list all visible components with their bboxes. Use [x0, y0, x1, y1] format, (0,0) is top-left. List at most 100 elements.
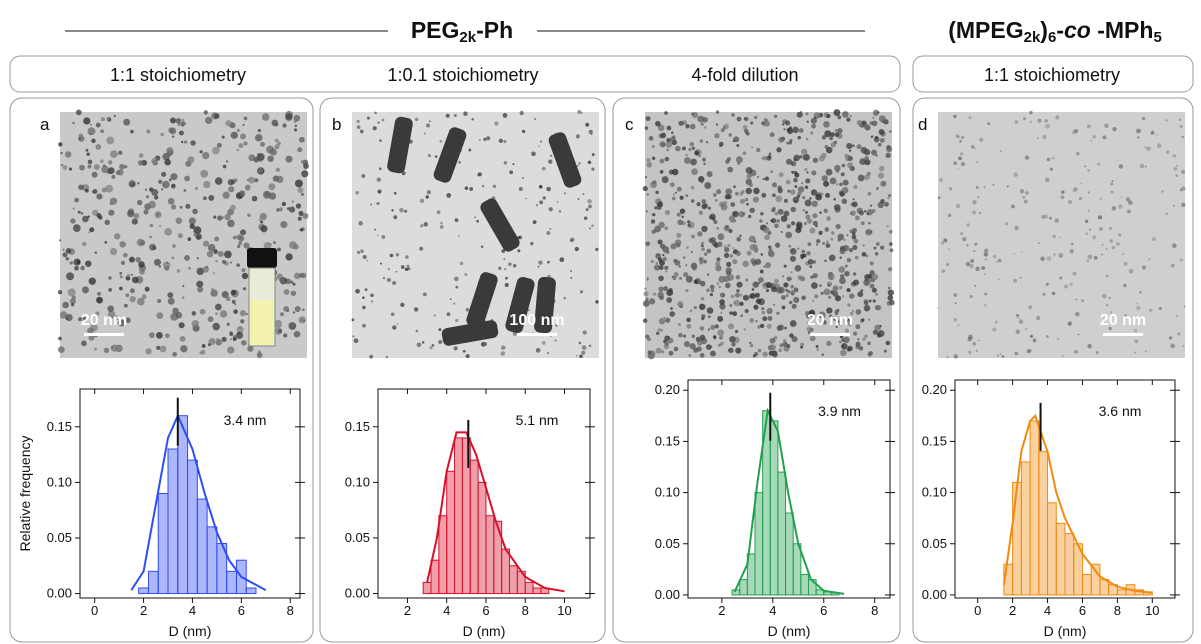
tem-speck: [130, 273, 134, 277]
tem-speck: [581, 345, 587, 350]
tem-speck: [1099, 227, 1103, 231]
tem-speck: [664, 111, 668, 115]
x-axis-label: D (nm): [169, 623, 212, 639]
tem-speck: [972, 200, 977, 205]
tem-speck: [239, 190, 246, 197]
tem-speck: [793, 157, 797, 162]
tem-speck: [662, 253, 665, 257]
tem-speck: [867, 341, 871, 346]
tem-speck: [757, 348, 762, 353]
x-tick-label: 8: [1114, 603, 1121, 618]
tem-speck: [652, 213, 656, 217]
tem-speck: [591, 167, 595, 171]
tem-speck: [1060, 195, 1065, 200]
tem-speck: [754, 292, 760, 298]
tem-speck: [839, 277, 846, 285]
tem-speck: [1042, 292, 1046, 296]
tem-speck: [733, 185, 736, 189]
tem-speck: [149, 332, 155, 339]
tem-speck: [825, 168, 833, 176]
tem-speck: [187, 237, 192, 241]
tem-speck: [128, 256, 135, 263]
tem-speck: [712, 335, 717, 339]
tem-speck: [777, 208, 784, 215]
tem-speck: [110, 150, 118, 158]
tem-speck: [841, 343, 848, 350]
tem-speck: [983, 186, 986, 189]
tem-speck: [699, 139, 704, 143]
tem-speck: [352, 335, 355, 338]
tem-speck: [675, 145, 681, 152]
tem-speck: [717, 233, 725, 241]
tem-speck: [832, 290, 839, 297]
tem-speck: [752, 354, 756, 358]
tem-speck: [657, 124, 665, 132]
tem-speck: [953, 161, 957, 166]
tem-speck: [539, 140, 543, 143]
tem-speck: [258, 218, 261, 221]
tem-speck: [847, 321, 853, 327]
tem-speck: [973, 250, 976, 253]
tem-speck: [229, 332, 234, 337]
tem-speck: [749, 343, 754, 348]
tem-speck: [359, 129, 364, 134]
tem-speck: [873, 246, 877, 250]
tem-speck: [852, 227, 857, 233]
plot-frame: [377, 388, 591, 599]
tem-speck: [294, 128, 298, 132]
tem-speck: [1026, 349, 1031, 354]
vial-liquid: [250, 300, 274, 345]
tem-speck: [885, 340, 891, 346]
tem-speck: [1111, 179, 1114, 183]
histogram-bar: [138, 587, 149, 595]
tem-speck: [736, 237, 741, 242]
tem-speck: [665, 141, 673, 148]
tem-speck: [93, 163, 100, 171]
tem-speck: [863, 304, 871, 312]
tem-speck: [717, 343, 722, 347]
tem-speck: [1165, 150, 1170, 154]
tem-speck: [764, 234, 770, 241]
tem-speck: [783, 282, 789, 288]
tem-speck: [749, 292, 756, 299]
tem-speck: [69, 298, 77, 305]
tem-speck: [659, 141, 666, 148]
tem-speck: [1116, 242, 1120, 246]
tem-speck: [724, 201, 728, 205]
tem-speck: [802, 195, 806, 200]
tem-speck: [861, 252, 867, 257]
tem-speck: [1101, 244, 1104, 246]
tem-speck: [707, 315, 711, 319]
tem-speck: [521, 129, 526, 134]
tem-speck: [377, 121, 380, 124]
tem-speck: [800, 110, 803, 114]
histogram-bar: [524, 581, 534, 595]
tem-speck: [672, 193, 676, 196]
tem-speck: [785, 120, 791, 126]
tem-speck: [136, 199, 143, 206]
tem-speck: [254, 178, 259, 183]
tem-speck: [806, 218, 813, 224]
y-tick-label: 0.15: [655, 433, 680, 448]
tem-speck: [508, 262, 512, 266]
tem-speck: [823, 180, 830, 187]
tem-speck: [492, 184, 497, 188]
condition: 1:0.1 stoichiometry: [387, 65, 538, 85]
tem-speck: [816, 239, 821, 244]
tem-speck: [835, 318, 839, 323]
tem-speck: [256, 352, 263, 358]
title-part: (MPEG: [948, 17, 1023, 43]
tem-speck: [483, 137, 487, 141]
tem-speck: [829, 177, 837, 185]
tem-speck: [78, 184, 84, 191]
tem-speck: [703, 252, 708, 256]
tem-speck: [762, 155, 768, 161]
tem-speck: [1097, 215, 1103, 220]
tem-speck: [829, 314, 833, 318]
tem-speck: [200, 169, 209, 178]
tem-speck: [1061, 355, 1064, 358]
tem-speck: [118, 319, 125, 327]
tem-speck: [214, 236, 220, 242]
tem-speck: [227, 219, 235, 228]
tem-speck: [821, 135, 827, 140]
